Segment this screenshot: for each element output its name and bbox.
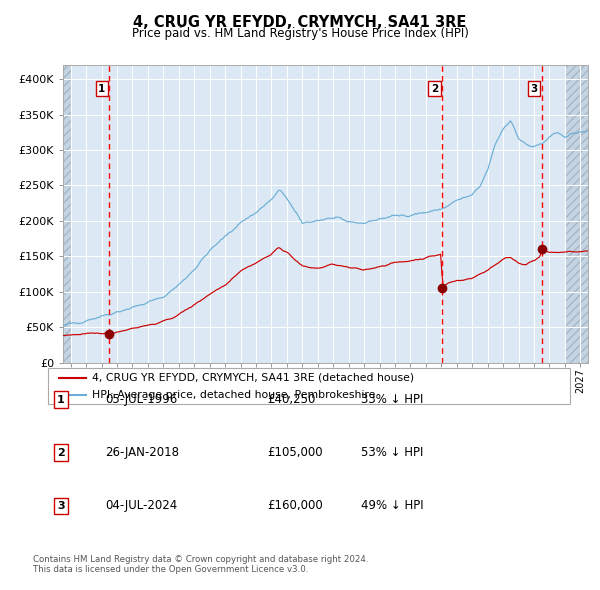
Text: 1: 1 bbox=[57, 395, 65, 405]
Text: HPI: Average price, detached house, Pembrokeshire: HPI: Average price, detached house, Pemb… bbox=[92, 390, 376, 400]
Text: 49% ↓ HPI: 49% ↓ HPI bbox=[361, 499, 424, 513]
Bar bbox=[63, 65, 71, 363]
Text: 4, CRUG YR EFYDD, CRYMYCH, SA41 3RE: 4, CRUG YR EFYDD, CRYMYCH, SA41 3RE bbox=[133, 15, 467, 30]
Text: £160,000: £160,000 bbox=[267, 499, 323, 513]
Text: 3: 3 bbox=[530, 84, 538, 94]
Text: 26-JAN-2018: 26-JAN-2018 bbox=[106, 446, 179, 460]
Text: £105,000: £105,000 bbox=[267, 446, 323, 460]
Text: 2: 2 bbox=[431, 84, 438, 94]
Text: 3: 3 bbox=[57, 501, 65, 511]
Text: 05-JUL-1996: 05-JUL-1996 bbox=[106, 393, 178, 407]
Text: Contains HM Land Registry data © Crown copyright and database right 2024.
This d: Contains HM Land Registry data © Crown c… bbox=[33, 555, 368, 574]
Text: 4, CRUG YR EFYDD, CRYMYCH, SA41 3RE (detached house): 4, CRUG YR EFYDD, CRYMYCH, SA41 3RE (det… bbox=[92, 373, 415, 383]
Text: Price paid vs. HM Land Registry's House Price Index (HPI): Price paid vs. HM Land Registry's House … bbox=[131, 27, 469, 40]
Text: 53% ↓ HPI: 53% ↓ HPI bbox=[361, 446, 424, 460]
Bar bbox=[565, 65, 588, 363]
Text: 33% ↓ HPI: 33% ↓ HPI bbox=[361, 393, 424, 407]
Text: 2: 2 bbox=[57, 448, 65, 458]
Text: 1: 1 bbox=[98, 84, 106, 94]
Text: £40,250: £40,250 bbox=[267, 393, 316, 407]
Text: 04-JUL-2024: 04-JUL-2024 bbox=[106, 499, 178, 513]
